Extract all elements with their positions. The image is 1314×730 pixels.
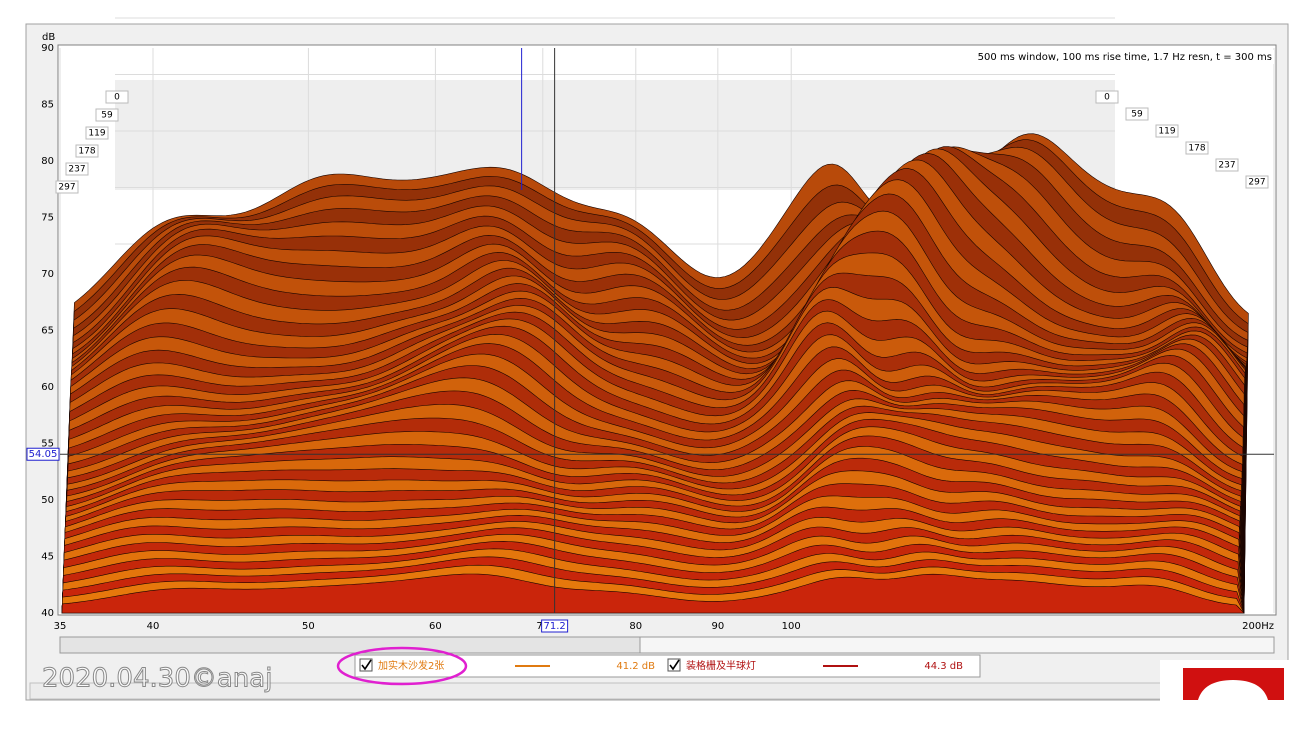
y-tick-label: 80 (41, 156, 54, 167)
depth-label-box (1155, 124, 1179, 138)
depth-label: 119 (88, 129, 105, 139)
depth-label-box (1125, 107, 1149, 121)
x-tick-label: 50 (302, 621, 315, 632)
depth-label: 119 (1158, 127, 1175, 137)
legend-name: 加实木沙发2张 (378, 659, 444, 672)
depth-label: 297 (58, 183, 75, 193)
watermark: 2020.04.30©anaj (42, 664, 272, 694)
x-tick-label: 60 (429, 621, 442, 632)
depth-label: 237 (1218, 161, 1235, 171)
cursor-y: 54.05 (29, 449, 58, 460)
depth-label-box (105, 90, 129, 104)
depth-label: 0 (1104, 93, 1110, 103)
depth-label-box (1185, 141, 1209, 155)
depth-label: 0 (114, 93, 120, 103)
x-tick-label: 90 (711, 621, 724, 632)
depth-label: 297 (1248, 178, 1265, 188)
y-tick-label: 85 (41, 100, 54, 111)
x-tick-label: 200Hz (1242, 621, 1274, 632)
legend-name: 装格栅及半球灯 (686, 659, 756, 672)
depth-label-box (1245, 175, 1269, 189)
annotation-box (988, 50, 1274, 64)
scroll-thumb[interactable] (59, 636, 641, 654)
depth-label-box (65, 162, 89, 176)
depth-label-box (55, 180, 79, 194)
y-unit: dB (42, 32, 55, 43)
depth-label-box (1215, 158, 1239, 172)
depth-label: 237 (68, 165, 85, 175)
depth-label: 59 (1131, 110, 1143, 120)
legend-value: 41.2 dB (616, 661, 655, 672)
y-tick-label: 50 (41, 495, 54, 506)
legend-value: 44.3 dB (924, 661, 963, 672)
y-tick-label: 65 (41, 326, 54, 337)
depth-label: 59 (101, 111, 113, 121)
y-tick-label: 55 (41, 439, 54, 450)
waterfall-slice (61, 573, 1245, 614)
x-tick-label: 100 (782, 621, 801, 632)
cursor-y-box (26, 447, 60, 461)
depth-label-box (95, 108, 119, 122)
cursor-x-box (541, 619, 569, 633)
y-tick-label: 40 (41, 608, 54, 619)
depth-label-box (85, 126, 109, 140)
highlight-ellipse (336, 646, 468, 686)
x-tick-label: 40 (147, 621, 160, 632)
depth-label-box (75, 144, 99, 158)
x-tick-label: 35 (54, 621, 67, 632)
y-tick-label: 60 (41, 382, 54, 393)
depth-label: 178 (1188, 144, 1205, 154)
logo (1183, 668, 1284, 700)
checkmark (669, 659, 680, 671)
y-tick-label: 90 (41, 43, 54, 54)
depth-label: 178 (78, 147, 95, 157)
cursor-x: 71.2 (543, 621, 565, 632)
checkmark (361, 659, 372, 671)
y-tick-label: 70 (41, 269, 54, 280)
y-tick-label: 45 (41, 552, 54, 563)
x-tick-label: 80 (629, 621, 642, 632)
y-tick-label: 75 (41, 213, 54, 224)
annotation: 500 ms window, 100 ms rise time, 1.7 Hz … (978, 52, 1272, 63)
depth-label-box (1095, 90, 1119, 104)
